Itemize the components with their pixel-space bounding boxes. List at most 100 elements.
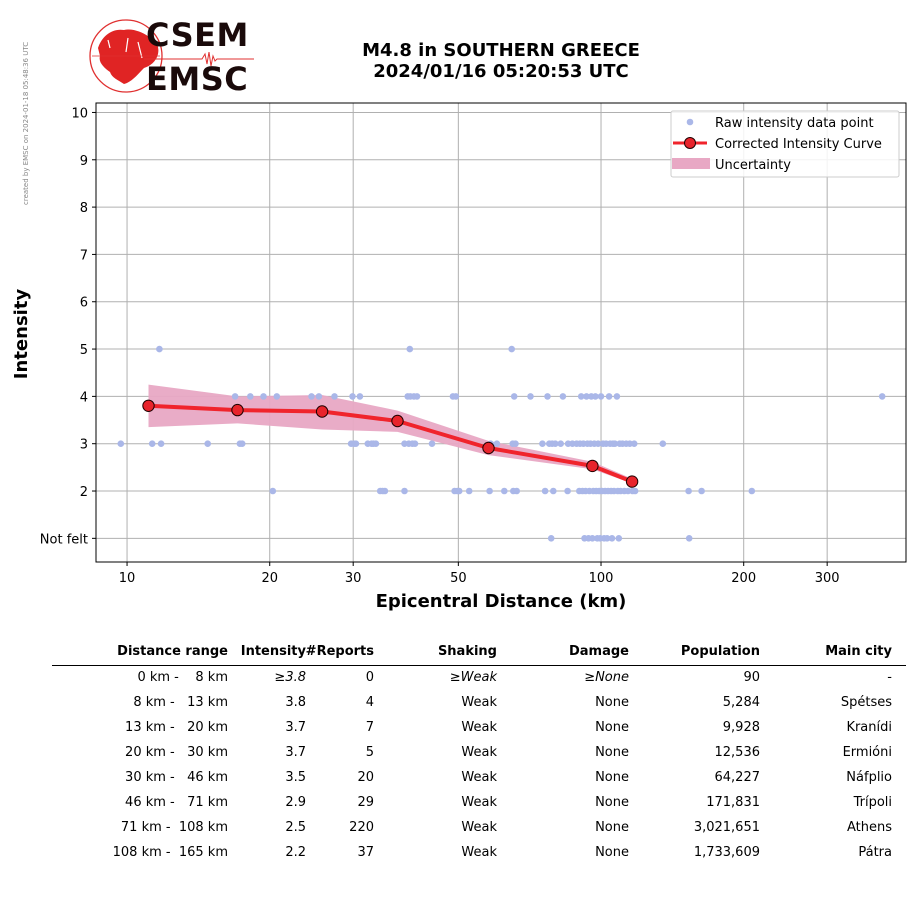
table-row: 30 km - 46 km 3.5 20 Weak None 64,227 Náfplio (52, 766, 906, 791)
x-axis-label: Epicentral Distance (km) (376, 591, 627, 612)
raw-data-point (594, 440, 602, 448)
table-cell: 64,227 (714, 770, 761, 785)
table-row: 108 km - 165 km 2.2 37 Weak None 1,733,609 Pát… (52, 841, 906, 866)
raw-data-point (156, 345, 163, 353)
legend-box (670, 110, 900, 178)
raw-data-point (608, 535, 616, 542)
table-cell: Ermióni (842, 745, 892, 760)
raw-data-point (349, 393, 356, 400)
table-cell: 3.8 (285, 695, 306, 710)
legend-curve-marker (684, 137, 696, 149)
raw-data-point (406, 345, 414, 353)
table-cell: 108 km - 165 km (112, 845, 228, 860)
table-cell: 30 km - 46 km (125, 770, 228, 785)
x-tick-label: 30 (345, 571, 362, 586)
table-cell: 4 (365, 695, 374, 710)
raw-data-point (411, 440, 419, 448)
raw-data-point (685, 487, 692, 495)
table-cell: 20 km - 30 km (125, 745, 228, 760)
table-cell: 7 (365, 720, 374, 735)
table-cell: ≥Weak (449, 670, 497, 685)
table-cell: 171,831 (706, 795, 760, 810)
raw-data-point (564, 487, 571, 495)
raw-data-point (557, 440, 564, 448)
raw-data-point (238, 440, 246, 448)
table-cell: Weak (461, 820, 497, 835)
table-header: Distance range Intensity #Reports Shaking Da… (52, 640, 906, 666)
logo-csem-text: CSEM (146, 16, 249, 54)
y-tick-label: 4 (80, 390, 88, 405)
raw-data-point (552, 440, 559, 448)
table-cell: Weak (461, 720, 497, 735)
table-cell: 2.5 (285, 820, 306, 835)
table-row: 8 km - 13 km 3.8 4 Weak None 5,284 Spétses (52, 691, 906, 716)
raw-data-point (583, 393, 590, 400)
table-row: 20 km - 30 km 3.7 5 Weak None 12,536 Ermióni (52, 741, 906, 766)
table-cell: 71 km - 108 km (120, 820, 228, 835)
y-tick-label: 7 (80, 248, 88, 263)
legend-uncertainty-label: Uncertainty (715, 158, 791, 173)
curve-markers-layer (142, 399, 639, 488)
table-cell: 3.7 (285, 720, 306, 735)
raw-data-point (577, 393, 585, 400)
curve-marker (586, 459, 599, 473)
raw-data-point (428, 440, 436, 448)
table-header-cell: #Reports (305, 644, 374, 659)
table-cell: 0 (365, 670, 374, 685)
raw-data-point (315, 393, 323, 400)
raw-data-point (269, 487, 277, 495)
x-tick-label: 50 (450, 571, 467, 586)
table-cell: 3.7 (285, 745, 306, 760)
raw-data-point (247, 393, 254, 400)
table-header-cell: Population (680, 644, 760, 659)
globe-icon (89, 19, 163, 93)
table-cell: None (595, 695, 629, 710)
table-cell: Weak (461, 745, 497, 760)
raw-data-point (452, 393, 460, 400)
table-cell: Trípoli (853, 795, 892, 810)
raw-data-point (685, 535, 693, 542)
curve-marker (142, 399, 155, 412)
raw-data-point (512, 440, 519, 448)
table-header-cell: Distance range (117, 644, 228, 659)
raw-data-point (603, 535, 611, 542)
raw-data-point (630, 440, 638, 448)
table-cell: 8 km - 13 km (133, 695, 228, 710)
raw-data-point (273, 393, 281, 400)
table-cell: Weak (461, 695, 497, 710)
table-cell: 37 (357, 845, 374, 860)
raw-data-point (117, 440, 125, 448)
uncertainty-band (148, 384, 633, 484)
grid-lines (96, 103, 906, 562)
y-tick-label: 6 (80, 296, 88, 311)
raw-data-point (539, 440, 546, 448)
y-axis-ticks: Not felt 2 3 4 5 6 7 8 9 10 (40, 106, 96, 547)
table-cell: None (595, 745, 629, 760)
raw-data-point (465, 487, 473, 495)
raw-data-point (541, 487, 549, 495)
seismogram-icon (144, 52, 254, 66)
table-cell: 13 km - 20 km (125, 720, 228, 735)
table-cell: 2.9 (285, 795, 306, 810)
table-cell: ≥3.8 (274, 670, 306, 685)
table-cell: 9,928 (722, 720, 760, 735)
table-cell: Weak (461, 770, 497, 785)
table-row: 46 km - 71 km 2.9 29 Weak None 171,831 Trípoli (52, 791, 906, 816)
raw-data-point (748, 487, 756, 495)
table-cell: None (595, 820, 629, 835)
raw-data-point (544, 393, 551, 400)
table-cell: 5,284 (722, 695, 760, 710)
table-cell: None (595, 845, 629, 860)
raw-data-point (401, 487, 408, 495)
raw-data-point (204, 440, 211, 448)
intensity-chart: 10 20 30 50 100 200 300 Not felt 2 3 4 5 6 7 8 9 10 Epi… (11, 102, 907, 612)
table-cell: 3,021,651 (693, 820, 760, 835)
raw-data-point (331, 393, 338, 400)
table-cell: 3.5 (285, 770, 306, 785)
curve-marker (391, 414, 404, 428)
raw-data-point (455, 487, 463, 495)
raw-data-point (698, 487, 705, 495)
table-header-cell: Main city (825, 644, 892, 659)
table-row: 71 km - 108 km 2.5 220 Weak None 3,021,651 Ath… (52, 816, 906, 841)
y-tick-label: 5 (80, 343, 88, 358)
